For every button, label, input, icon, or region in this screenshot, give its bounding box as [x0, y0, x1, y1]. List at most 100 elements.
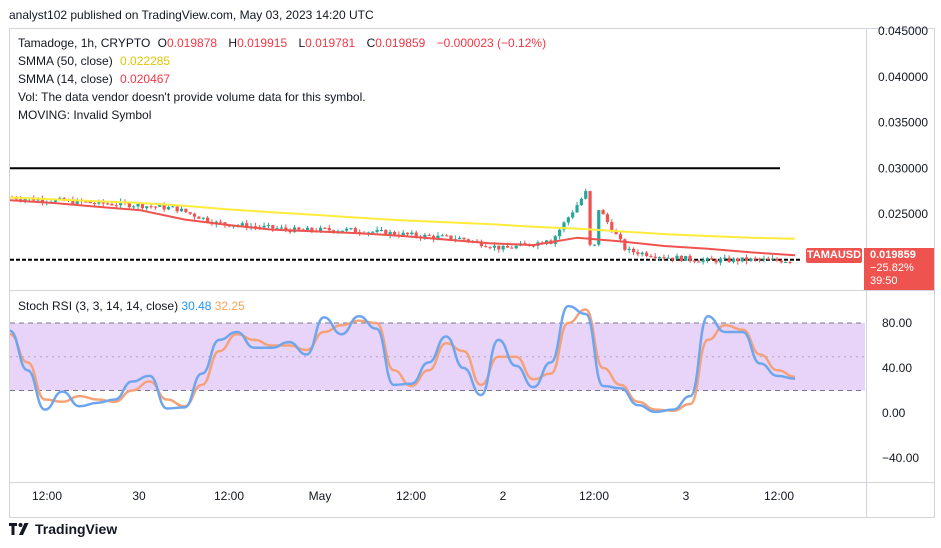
- candle-body: [684, 255, 688, 261]
- candle-body: [266, 225, 271, 227]
- footer-brand[interactable]: TradingView: [9, 521, 117, 537]
- sma14-row[interactable]: SMMA (14, close) 0.020467: [18, 70, 550, 88]
- candle-body: [379, 229, 384, 231]
- candle-body: [284, 227, 288, 230]
- price-tick-label: 0.040000: [878, 70, 928, 84]
- candle-body: [275, 228, 279, 230]
- candle-body: [631, 248, 636, 253]
- candle-body: [23, 198, 27, 201]
- candle-body: [175, 206, 179, 212]
- close-label: C: [366, 36, 376, 50]
- candle-body: [40, 198, 45, 203]
- brand-name: TradingView: [35, 521, 118, 537]
- candle-body: [166, 206, 171, 210]
- candle-body: [431, 235, 436, 239]
- stoch-pane: [9, 304, 865, 414]
- candle-body: [562, 222, 566, 230]
- candle-body: [784, 261, 788, 263]
- candle-body: [71, 199, 75, 204]
- candle-body: [636, 252, 640, 255]
- candle-body: [788, 261, 792, 263]
- candle-body: [505, 245, 510, 248]
- sma50-label: SMMA (50, close): [18, 54, 113, 68]
- chart-frame: [9, 28, 935, 518]
- time-tick-label: 12:00: [32, 489, 62, 503]
- candle-body: [727, 257, 731, 262]
- candle-body: [297, 227, 301, 230]
- candle-body: [262, 225, 266, 228]
- candle-body: [484, 246, 488, 248]
- candle-body: [445, 235, 449, 237]
- candle-body: [449, 235, 453, 240]
- candle-body: [158, 204, 162, 207]
- price-tick-label: 0.035000: [878, 116, 928, 130]
- candle-body: [710, 258, 714, 260]
- candle-body: [436, 235, 440, 239]
- candle-body: [584, 191, 588, 199]
- candle-body: [340, 230, 344, 232]
- candle-body: [388, 231, 392, 236]
- candle-body: [219, 221, 223, 223]
- candle-body: [188, 212, 192, 214]
- candle-body: [201, 217, 205, 219]
- candle-body: [640, 252, 644, 255]
- stoch-d-value: 32.25: [214, 299, 245, 313]
- candle-body: [671, 257, 675, 260]
- candle-body: [384, 229, 388, 236]
- moving-note: MOVING: Invalid Symbol: [18, 108, 152, 122]
- time-tick-label: 2: [500, 489, 507, 503]
- candle-body: [753, 258, 757, 260]
- candle-body: [744, 257, 749, 261]
- candle-body: [466, 239, 470, 242]
- candle-body: [392, 231, 397, 235]
- candle-body: [323, 227, 327, 229]
- candle-body: [736, 258, 740, 262]
- sma50-row[interactable]: SMMA (50, close) 0.022285: [18, 52, 550, 70]
- candle-body: [423, 234, 427, 238]
- high-value: 0.019915: [237, 36, 288, 50]
- price-tick-label: 0.025000: [878, 207, 928, 221]
- sma50-line: [9, 196, 796, 240]
- time-tick-label: 12:00: [214, 489, 244, 503]
- candle-body: [692, 260, 696, 262]
- candle-body: [675, 255, 679, 260]
- candle-body: [731, 258, 736, 262]
- candle-body: [19, 199, 23, 201]
- pct-change: −25.82%: [870, 262, 914, 274]
- time-tick-label: 12:00: [764, 489, 794, 503]
- stoch-k-value: 30.48: [181, 299, 212, 313]
- bar-countdown: 39:50: [870, 275, 898, 287]
- stoch-tick-label: 0.00: [882, 406, 906, 420]
- candle-body: [127, 203, 131, 208]
- candle-body: [662, 257, 666, 259]
- candle-body: [571, 212, 575, 218]
- candle-body: [223, 222, 227, 225]
- candle-body: [410, 232, 414, 235]
- ohlc-row: Tamadoge, 1h, CRYPTO O0.019878 H0.019915…: [18, 34, 550, 52]
- candle-body: [566, 217, 570, 223]
- candle-body: [488, 247, 492, 249]
- candle-body: [623, 239, 627, 251]
- candle-body: [497, 245, 501, 250]
- stoch-label: Stoch RSI (3, 3, 14, 14, close): [18, 299, 179, 313]
- candle-body: [649, 256, 653, 258]
- candle-body: [666, 257, 670, 259]
- symbol-name[interactable]: Tamadoge, 1h, CRYPTO: [18, 36, 151, 50]
- candle-body: [353, 228, 357, 233]
- candle-body: [88, 201, 92, 204]
- candle-body: [110, 203, 114, 206]
- candle-body: [192, 213, 197, 217]
- candle-body: [427, 234, 431, 236]
- tradingview-logo-icon: [9, 523, 29, 535]
- candle-body: [318, 227, 323, 232]
- stoch-legend[interactable]: Stoch RSI (3, 3, 14, 14, close) 30.48 32…: [18, 299, 245, 313]
- time-tick-label: 12:00: [396, 489, 426, 503]
- candle-body: [349, 228, 353, 230]
- publisher-line: analyst102 published on TradingView.com,…: [9, 8, 374, 22]
- candle-body: [501, 245, 505, 250]
- candle-body: [701, 259, 705, 263]
- candle-body: [553, 236, 557, 244]
- candle-body: [762, 258, 766, 260]
- candle-body: [240, 223, 244, 226]
